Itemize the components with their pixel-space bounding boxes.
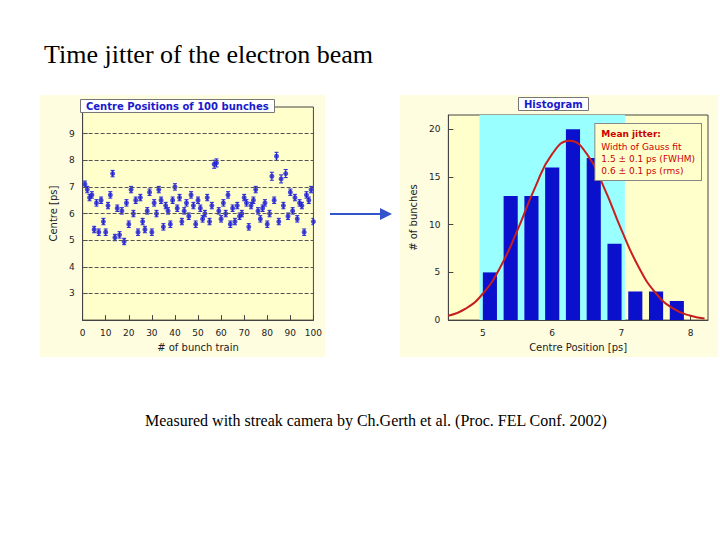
svg-text:5: 5 <box>435 267 441 277</box>
svg-text:# of bunches: # of bunches <box>408 184 419 251</box>
svg-text:1.5 ± 0.1 ps (FWHM): 1.5 ± 0.1 ps (FWHM) <box>601 154 695 164</box>
svg-text:9: 9 <box>69 129 75 139</box>
html-text:Time jitter of the electron be: Time jitter of the electron beam <box>44 40 373 69</box>
svg-text:30: 30 <box>146 328 158 338</box>
svg-text:100: 100 <box>305 328 322 338</box>
svg-text:6: 6 <box>549 328 555 338</box>
svg-text:90: 90 <box>285 328 297 338</box>
svg-text:0: 0 <box>80 328 86 338</box>
svg-text:20: 20 <box>429 124 441 134</box>
svg-text:4: 4 <box>69 262 75 272</box>
svg-text:6: 6 <box>69 209 75 219</box>
svg-text:40: 40 <box>169 328 181 338</box>
html-text:Measured with streak camera by: Measured with streak camera by Ch.Gerth … <box>145 412 607 429</box>
svg-text:15: 15 <box>429 172 440 182</box>
svg-text:Mean jitter:: Mean jitter: <box>601 129 661 139</box>
svg-text:Width of Gauss fit: Width of Gauss fit <box>601 142 682 152</box>
svg-text:10: 10 <box>429 220 441 230</box>
svg-text:Histogram: Histogram <box>524 99 583 110</box>
svg-text:20: 20 <box>123 328 135 338</box>
svg-text:8: 8 <box>69 155 75 165</box>
svg-text:3: 3 <box>69 288 75 298</box>
svg-text:Centre Position [ps]: Centre Position [ps] <box>529 342 627 353</box>
svg-text:5: 5 <box>480 328 486 338</box>
svg-text:70: 70 <box>238 328 250 338</box>
svg-text:8: 8 <box>688 328 694 338</box>
svg-text:0: 0 <box>435 315 441 325</box>
svg-text:Centre Positions of 100 bunche: Centre Positions of 100 bunches <box>86 101 269 112</box>
svg-text:0.6 ± 0.1 ps (rms): 0.6 ± 0.1 ps (rms) <box>601 166 683 176</box>
svg-text:5: 5 <box>69 235 75 245</box>
svg-text:# of bunch train: # of bunch train <box>157 342 239 353</box>
svg-text:Centre [ps]: Centre [ps] <box>48 185 59 241</box>
svg-text:60: 60 <box>215 328 227 338</box>
svg-text:80: 80 <box>262 328 274 338</box>
svg-text:7: 7 <box>69 182 75 192</box>
svg-text:10: 10 <box>100 328 112 338</box>
svg-text:7: 7 <box>619 328 625 338</box>
svg-text:50: 50 <box>192 328 204 338</box>
